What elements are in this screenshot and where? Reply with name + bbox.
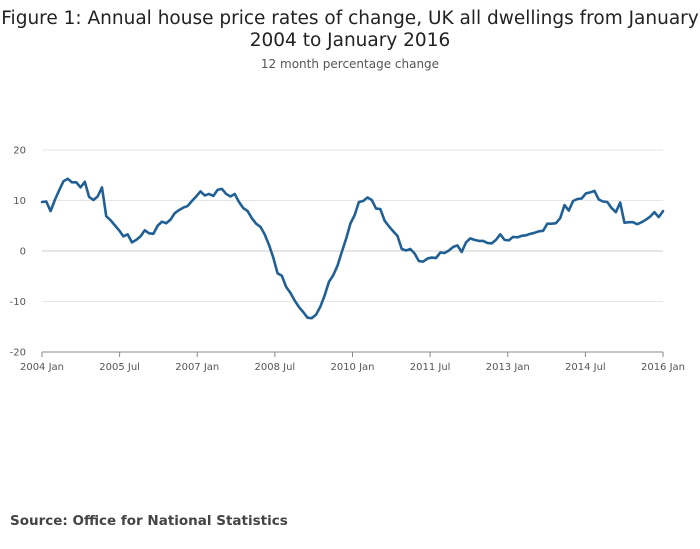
x-tick-label: 2011 Jul: [410, 362, 451, 373]
y-axis-ticks: 20 10 0 -10 -20: [10, 146, 26, 359]
gridlines: [42, 149, 663, 353]
y-tick-label: 0: [20, 247, 26, 258]
x-tick-label: 2016 Jan: [641, 362, 685, 373]
x-tick-label: 2007 Jan: [175, 362, 219, 373]
x-tick-label: 2014 Jul: [565, 362, 606, 373]
x-tick-label: 2010 Jan: [330, 362, 374, 373]
y-tick-label: 20: [13, 146, 26, 157]
series-line: [40, 177, 665, 320]
plot-area: [40, 177, 665, 320]
y-tick-label: -10: [10, 297, 26, 308]
chart-subtitle: 12 month percentage change: [260, 57, 440, 71]
chart-title: Figure 1: Annual house price rates of ch…: [0, 8, 700, 52]
x-tick-label: 2004 Jan: [20, 362, 64, 373]
chart-title-line-1: Figure 1: Annual house price rates of ch…: [1, 8, 699, 29]
x-tick-label: 2008 Jul: [255, 362, 296, 373]
x-tick-label: 2013 Jan: [486, 362, 530, 373]
x-axis: 2004 Jan 2005 Jul 2007 Jan 2008 Jul 2010 Jan…: [20, 351, 685, 373]
y-tick-label: -20: [10, 348, 26, 359]
chart-title-line-2: 2004 to January 2016: [249, 30, 451, 51]
x-tick-label: 2005 Jul: [99, 362, 140, 373]
source-note: Source: Office for National Statistics: [10, 513, 288, 529]
y-tick-label: 10: [13, 196, 26, 207]
